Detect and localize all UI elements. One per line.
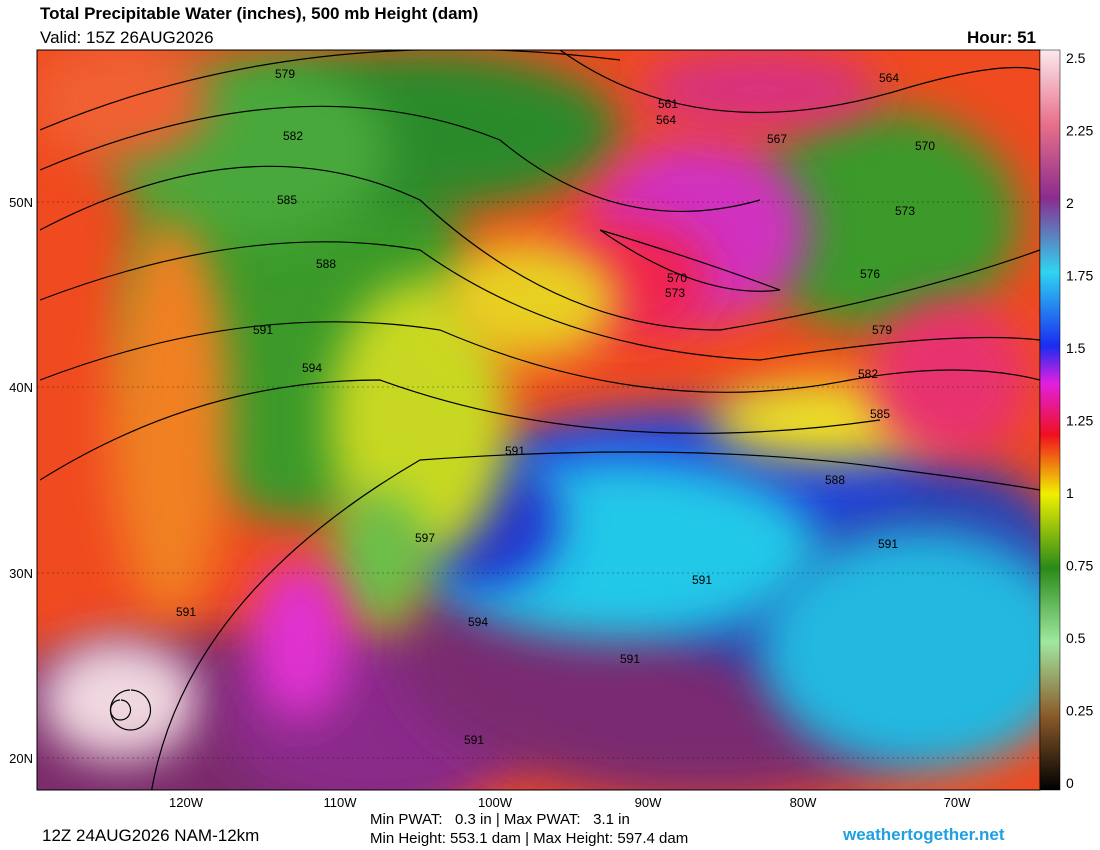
pwat-region — [330, 490, 430, 630]
pwat-region — [250, 560, 350, 720]
colorbar-label: 0.75 — [1066, 558, 1093, 574]
lon-label: 110W — [324, 795, 358, 810]
contour — [39, 241, 1040, 361]
pwat-region — [37, 50, 210, 160]
contour-label: 570 — [667, 271, 687, 285]
contour-label: 591 — [176, 605, 196, 619]
pwat-region — [760, 530, 1040, 770]
contour-label: 597 — [415, 531, 435, 545]
contour-label: 573 — [665, 286, 685, 300]
contour — [151, 451, 1040, 790]
contour-label: 567 — [767, 132, 787, 146]
contour-label: 591 — [505, 444, 525, 458]
contour-label: 591 — [620, 652, 640, 666]
contour-label: 591 — [253, 323, 273, 337]
contour-label: 576 — [860, 267, 880, 281]
contour-label: 561 — [658, 97, 678, 111]
colorbar-label: 0.25 — [1066, 703, 1093, 719]
pwat-region — [870, 300, 1030, 460]
contour — [39, 165, 1040, 331]
contour-label: 582 — [858, 367, 878, 381]
lon-label: 70W — [944, 795, 971, 810]
lat-label: 40N — [9, 380, 33, 395]
contour-label: 588 — [316, 257, 336, 271]
colorbar-label: 1.5 — [1066, 340, 1086, 356]
contour — [39, 105, 761, 213]
model-run: 12Z 24AUG2026 NAM-12km — [42, 826, 260, 845]
colorbar-label: 2.25 — [1066, 123, 1093, 139]
contour — [599, 229, 781, 292]
lon-label: 100W — [478, 795, 513, 810]
contour-label: 579 — [872, 323, 892, 337]
height-stats: Min Height: 553.1 dam | Max Height: 597.… — [370, 830, 689, 847]
contour-label: 579 — [275, 67, 295, 81]
colorbar-label: 1.25 — [1066, 413, 1093, 429]
pwat-region — [440, 240, 620, 360]
contour-label: 570 — [915, 139, 935, 153]
colorbar-label: 1 — [1066, 485, 1074, 501]
colorbar-label: 0.5 — [1066, 630, 1086, 646]
pwat-stats: Min PWAT: 0.3 in | Max PWAT: 3.1 in — [370, 811, 630, 828]
pwat-region — [110, 220, 230, 620]
pwat-region — [640, 50, 880, 130]
contour — [109, 699, 132, 721]
contour-label: 591 — [878, 537, 898, 551]
colorbar-label: 1.75 — [1066, 268, 1093, 284]
contour-label: 582 — [283, 129, 303, 143]
site-credit[interactable]: weathertogether.net — [843, 825, 1005, 844]
colorbar-label: 2.5 — [1066, 50, 1086, 66]
colorbar-label: 0 — [1066, 775, 1074, 791]
valid-time: Valid: 15Z 26AUG2026 — [40, 28, 214, 47]
contour-label: 594 — [468, 615, 488, 629]
lat-label: 50N — [9, 195, 33, 210]
forecast-hour: Hour: 51 — [967, 28, 1036, 47]
contour-label: 591 — [692, 573, 712, 587]
contour-label: 585 — [870, 407, 890, 421]
contour-label: 564 — [879, 71, 899, 85]
lon-label: 80W — [790, 795, 817, 810]
map-title: Total Precipitable Water (inches), 500 m… — [40, 4, 479, 23]
contour-label: 564 — [656, 113, 676, 127]
lat-label: 30N — [9, 566, 33, 581]
contour — [559, 50, 1040, 113]
contour-label: 573 — [895, 204, 915, 218]
height-contours — [37, 50, 1040, 790]
contour-label: 591 — [464, 733, 484, 747]
pwat-region — [740, 110, 1020, 330]
pwat-region — [330, 280, 510, 560]
contour-label: 594 — [302, 361, 322, 375]
contour-label: 588 — [825, 473, 845, 487]
contour — [39, 379, 881, 481]
lon-label: 90W — [635, 795, 662, 810]
contour — [39, 321, 1040, 393]
colorbar-label: 2 — [1066, 195, 1074, 211]
contour — [109, 689, 152, 731]
lon-label: 120W — [169, 795, 204, 810]
colorbar — [1039, 49, 1061, 791]
pwat-field — [37, 50, 1040, 790]
contour-label: 585 — [277, 193, 297, 207]
contour — [39, 50, 621, 131]
lat-label: 20N — [9, 751, 33, 766]
